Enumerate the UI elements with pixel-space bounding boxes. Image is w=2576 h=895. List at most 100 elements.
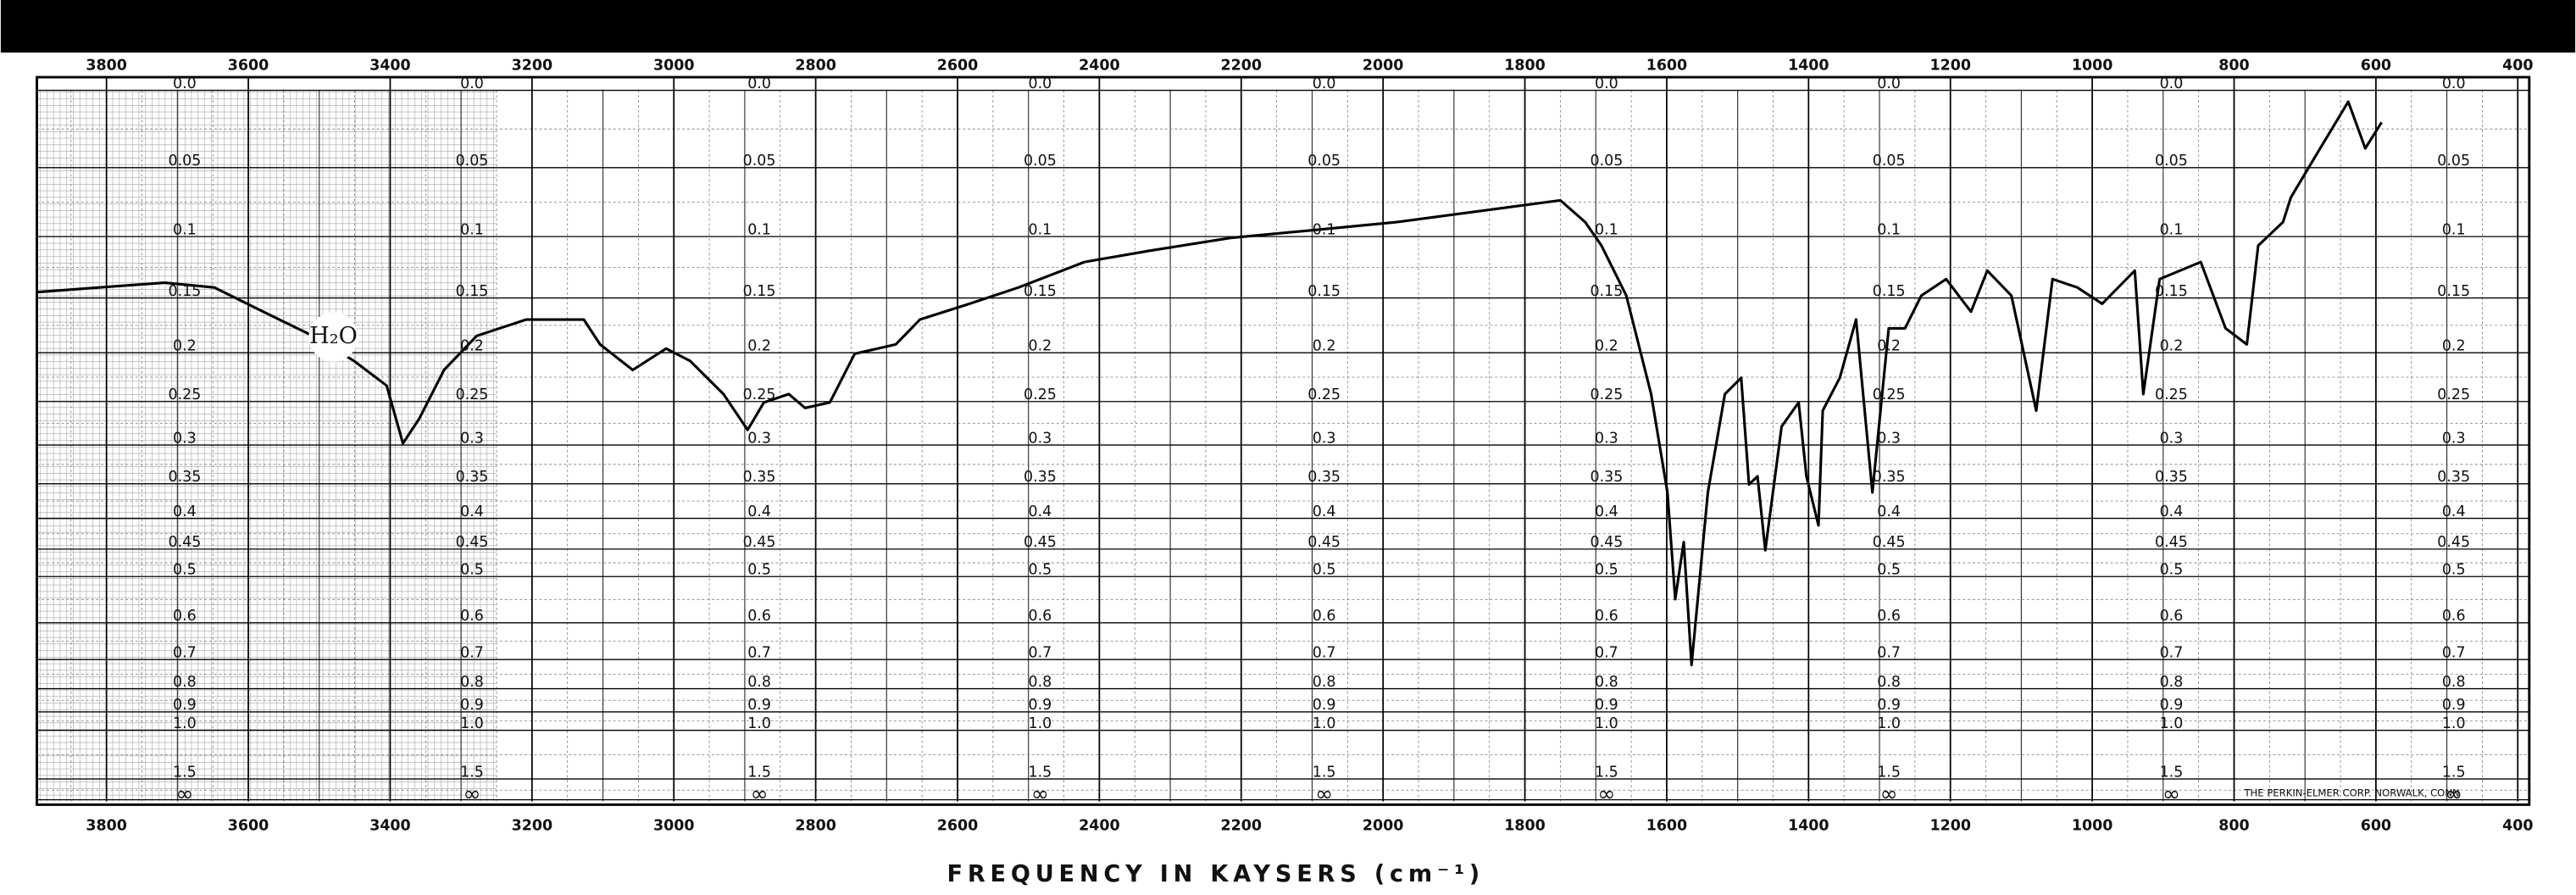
y-tick-label: 0.15 <box>1873 283 1906 300</box>
x-tick-label-top: 3600 <box>228 58 269 75</box>
y-tick-label: 1.0 <box>1029 715 1052 732</box>
x-tick-label-top: 1200 <box>1929 58 1971 75</box>
y-tick-label: 0.05 <box>1590 153 1623 170</box>
y-tick-label: 0.1 <box>2160 221 2184 238</box>
y-tick-label: 1.0 <box>2160 715 2184 732</box>
y-tick-label: 0.6 <box>460 608 484 625</box>
y-tick-label: 0.9 <box>1877 697 1901 714</box>
y-tick-label: 0.05 <box>456 153 489 170</box>
y-tick-label: 0.0 <box>2160 75 2184 92</box>
y-tick-label: ∞ <box>1880 781 1898 806</box>
y-tick-label: 0.3 <box>1595 430 1618 447</box>
y-tick-label: 0.7 <box>460 644 484 661</box>
x-tick-label: 1200 <box>1929 818 1971 835</box>
y-tick-label: 0.6 <box>2442 608 2466 625</box>
x-tick-label: 2600 <box>937 818 979 835</box>
plot-border <box>36 75 2531 806</box>
y-tick-label: ∞ <box>2445 781 2462 806</box>
y-tick-label: 0.3 <box>1029 430 1052 447</box>
y-tick-label: 0.7 <box>173 644 197 661</box>
y-tick-label: ∞ <box>1031 781 1049 806</box>
y-tick-label: 0.1 <box>460 221 484 238</box>
y-tick-label: 0.2 <box>2442 337 2466 354</box>
y-tick-label: ∞ <box>751 781 769 806</box>
y-tick-label: 1.0 <box>460 715 484 732</box>
y-tick-label: 0.9 <box>2442 697 2466 714</box>
x-tick-label: 3600 <box>228 818 269 835</box>
x-tick-label-top: 3200 <box>512 58 553 75</box>
y-tick-label: 0.15 <box>1307 283 1341 300</box>
y-tick-label: 0.5 <box>1877 561 1901 578</box>
y-tick-label: 0.4 <box>460 503 484 520</box>
y-tick-label: 0.35 <box>456 469 489 486</box>
y-tick-label: 0.45 <box>1873 534 1906 551</box>
y-tick-label: 1.5 <box>1877 764 1901 781</box>
x-tick-label-top: 1800 <box>1504 58 1546 75</box>
y-tick-label: 0.25 <box>1024 386 1057 403</box>
y-tick-label: 0.25 <box>456 386 489 403</box>
y-tick-label: 0.6 <box>2160 608 2184 625</box>
y-tick-label: 1.0 <box>1595 715 1618 732</box>
y-tick-label: 0.5 <box>1595 561 1618 578</box>
x-tick-label: 1800 <box>1504 818 1546 835</box>
y-tick-label: 0.9 <box>1595 697 1618 714</box>
annotation-bg <box>308 312 358 362</box>
x-tick-label: 800 <box>2218 818 2249 835</box>
x-tick-label-top: 3400 <box>369 58 411 75</box>
y-tick-label: 1.5 <box>173 764 197 781</box>
y-tick-label: 0.25 <box>1307 386 1341 403</box>
y-tick-label: 0.9 <box>747 697 771 714</box>
y-tick-label: 0.9 <box>1029 697 1052 714</box>
y-tick-label: 0.2 <box>1595 337 1618 354</box>
y-tick-label: 0.1 <box>1595 221 1618 238</box>
y-tick-label: 0.0 <box>2442 75 2466 92</box>
y-tick-label: 0.05 <box>2155 153 2188 170</box>
y-tick-label: 0.45 <box>1590 534 1623 551</box>
y-tick-label: 0.2 <box>1313 337 1336 354</box>
y-tick-label: 0.05 <box>1873 153 1906 170</box>
y-tick-label: 0.4 <box>1877 503 1901 520</box>
marks: H₂O <box>36 100 2383 667</box>
y-tick-label: 1.0 <box>1877 715 1901 732</box>
y-tick-label: 0.15 <box>456 283 489 300</box>
y-tick-label: 0.1 <box>1029 221 1052 238</box>
x-tick-label-top: 3800 <box>86 58 127 75</box>
y-tick-label: 0.25 <box>743 386 776 403</box>
y-tick-label: 0.35 <box>2155 469 2188 486</box>
y-tick-label: 0.45 <box>456 534 489 551</box>
x-tick-label: 1000 <box>2072 818 2113 835</box>
y-tick-label: 0.15 <box>2437 283 2470 300</box>
y-tick-label: 0.0 <box>1877 75 1901 92</box>
y-tick-label: 0.45 <box>2155 534 2188 551</box>
y-tick-label: 0.35 <box>1873 469 1906 486</box>
y-tick-label: 0.2 <box>173 337 197 354</box>
x-tick-label: 2000 <box>1363 818 1404 835</box>
y-tick-label: 0.15 <box>2155 283 2188 300</box>
grid <box>36 77 2529 802</box>
y-tick-label: 1.5 <box>747 764 771 781</box>
x-tick-label: 3400 <box>369 818 411 835</box>
y-tick-label: 0.9 <box>173 697 197 714</box>
y-tick-label: 1.5 <box>460 764 484 781</box>
x-tick-label: 2200 <box>1221 818 1263 835</box>
y-tick-label: 0.5 <box>2442 561 2466 578</box>
y-tick-label: 0.0 <box>1029 75 1052 92</box>
x-tick-label-top: 1400 <box>1788 58 1829 75</box>
y-tick-label: 0.6 <box>1029 608 1052 625</box>
y-tick-label: 0.5 <box>747 561 771 578</box>
x-tick-label-top: 400 <box>2502 58 2533 75</box>
y-tick-label: 0.9 <box>460 697 484 714</box>
y-tick-label: 0.8 <box>2160 674 2184 691</box>
y-tick-label: 0.4 <box>2442 503 2466 520</box>
y-tick-label: 0.45 <box>743 534 776 551</box>
y-tick-label: 0.3 <box>2442 430 2466 447</box>
x-tick-label: 1400 <box>1788 818 1829 835</box>
x-tick-label-top: 3000 <box>653 58 695 75</box>
y-tick-label: 0.2 <box>1877 337 1901 354</box>
y-tick-label: 0.4 <box>747 503 771 520</box>
y-tick-label: 0.35 <box>169 469 202 486</box>
y-tick-label: 0.15 <box>169 283 202 300</box>
y-tick-label: 0.4 <box>1029 503 1052 520</box>
